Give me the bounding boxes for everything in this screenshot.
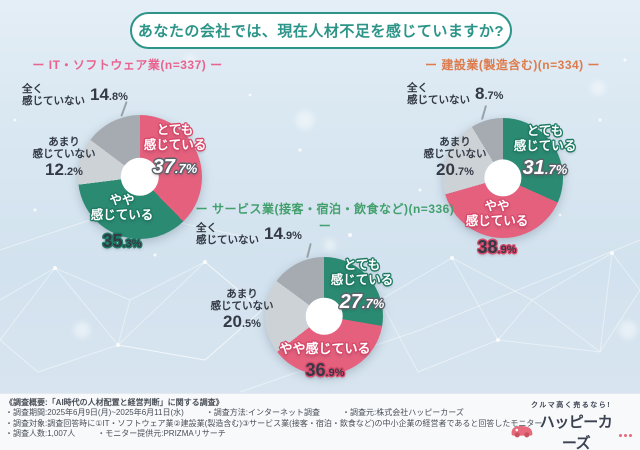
value-strongly-feel: 37.7% [152,155,198,178]
label-strongly-feel: とても 感じている 37.7% [123,123,227,179]
label-not-at-all: 全く 感じていない 14.8% [22,83,128,108]
value-strongly-feel: 31.7% [522,156,568,179]
donut-construction [443,118,563,238]
survey-overview-text: 《調査概要:「AI時代の人材配置と経営判断」に関する調査》 ・調査期間:2025… [5,398,542,440]
survey-overview-heading: 《調査概要:「AI時代の人材配置と経営判断」に関する調査》 [5,398,224,407]
donut-it-software [78,115,202,239]
donut-hole [484,159,522,197]
happycars-logo: クルマ高く売るなら! ハッピーカーズ [510,394,632,450]
label-somewhat-feel: やや感じている 36.9% [260,341,390,382]
logo-trailing-dots [619,433,632,437]
value-somewhat-feel: 36.9% [305,360,345,381]
donut-chart-it-software: ー IT・ソフトウェア業(n=337) ー 全く 感じていない 14.8% あまり… [10,56,245,261]
label-somewhat-feel: やや 感じている 35.3% [70,193,174,252]
label-strongly-feel: とても 感じている 31.7% [493,124,597,180]
label-strongly-feel: とても 感じている 27.7% [310,258,414,314]
donut-hole [120,157,160,197]
chart-title-construction: ー 建設業(製造含む)(n=334) ー [424,58,600,72]
car-mascot-icon [510,422,534,443]
value-not-much: 20.5% [223,312,261,332]
value-strongly-feel: 27.7% [339,290,385,313]
chart-title-it-software: ー IT・ソフトウェア業(n=337) ー [32,58,223,72]
value-somewhat-feel: 35.3% [102,230,142,251]
value-not-at-all: 8.7% [475,84,504,104]
donut-hole [305,297,343,335]
label-not-much: あまり 感じていない 20.5% [210,288,274,332]
survey-overview-footer: 《調査概要:「AI時代の人材配置と経営判断」に関する調査》 ・調査期間:2025… [0,393,640,450]
value-not-much: 12.2% [45,160,83,180]
label-somewhat-feel: やや 感じている 38.9% [445,199,549,258]
donut-service [265,257,383,375]
logo-tagline: クルマ高く売るなら! [530,402,612,409]
survey-period-line: ・調査期間:2025年6月9日(月)~2025年6月11日(水) ・調査方法:イ… [5,408,464,418]
value-somewhat-feel: 38.9% [477,236,517,257]
label-not-much: あまり 感じていない 20.7% [423,136,487,180]
label-not-much: あまり 感じていない 12.2% [32,136,96,180]
logo-brand-text: ハッピーカーズ [539,414,613,450]
chart-title-service: ー サービス業(接客・宿泊・飲食など)(n=336) ー [195,202,455,233]
value-not-much: 20.7% [436,160,474,180]
label-not-at-all: 全く 感じていない 8.7% [407,82,504,107]
survey-target-line: ・調査対象:調査回答時に①IT・ソフトウェア業②建設業(製造含む)③サービス業(… [5,418,543,428]
survey-question-title: あなたの会社では、現在人材不足を感じていますか? [130,12,512,49]
survey-count-line: ・調査人数:1,007人 ・モニター提供元:PRIZMAリサーチ [5,429,226,439]
pointer-line [480,105,488,120]
label-not-at-all: 全く 感じていない 14.9% [196,222,302,247]
donut-chart-service: ー サービス業(接客・宿泊・飲食など)(n=336) ー 全く 感じていない 14… [190,200,460,395]
value-not-at-all: 14.8% [90,85,128,105]
donut-chart-construction: ー 建設業(製造含む)(n=334) ー 全く 感じていない 8.7% あまり 感じ… [395,56,630,261]
pointer-line [306,242,312,259]
value-not-at-all: 14.9% [264,224,302,244]
